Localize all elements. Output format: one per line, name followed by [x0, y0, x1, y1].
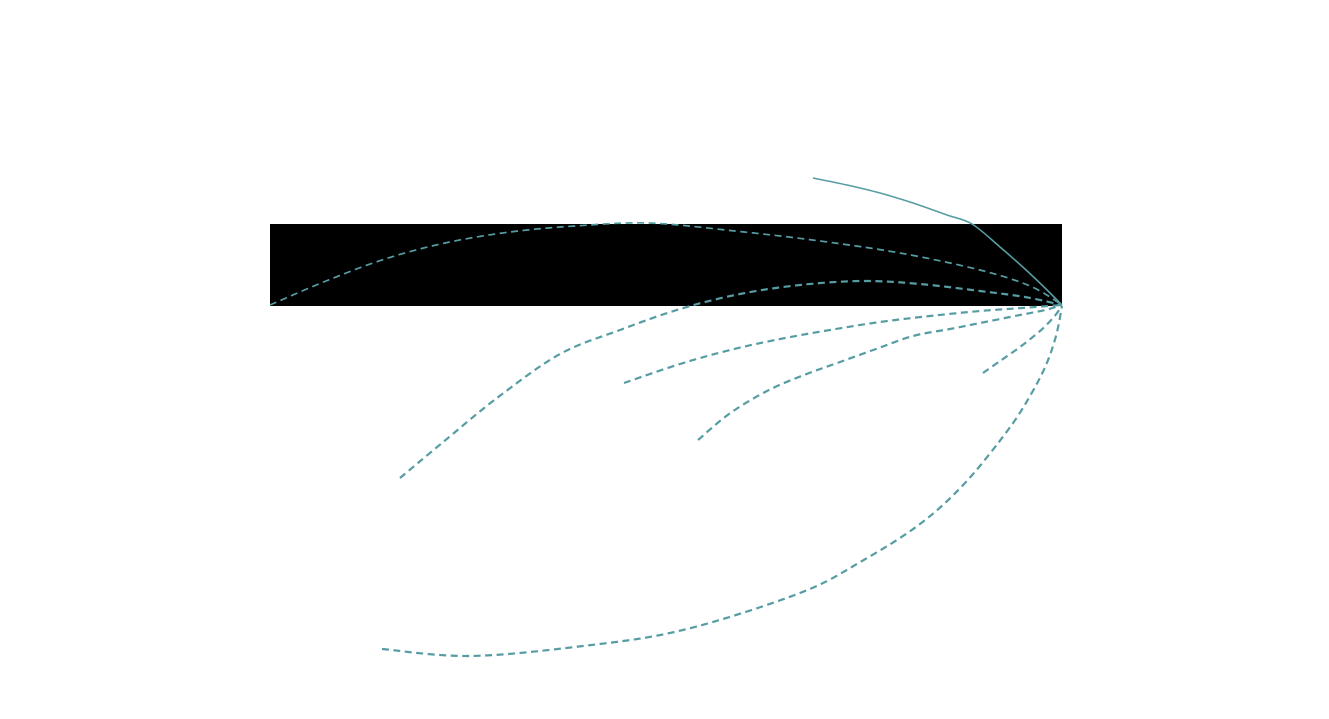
bottom-sweep-arc — [381, 305, 1064, 658]
black-bar — [270, 224, 1062, 306]
upper-middle-arc — [399, 279, 1063, 479]
solid-upper-line — [812, 177, 1063, 306]
top-arc — [269, 221, 1063, 306]
short-lower-arc — [982, 305, 1063, 374]
lower-middle-arc — [697, 303, 1063, 441]
middle-arc — [623, 303, 1063, 385]
